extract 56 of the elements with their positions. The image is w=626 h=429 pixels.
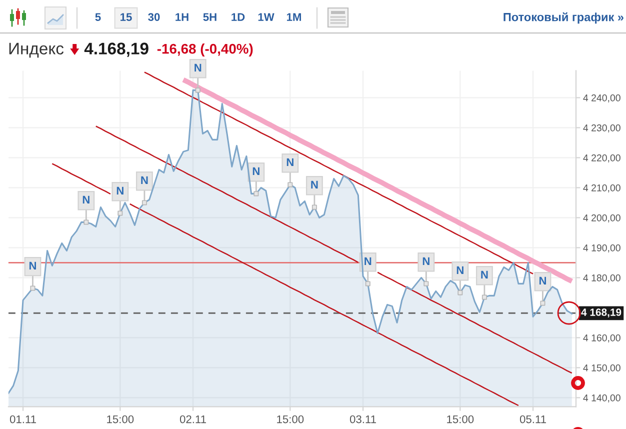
text: N: [286, 158, 294, 166]
point: [288, 182, 293, 188]
text: N: [194, 64, 202, 72]
point: [458, 290, 463, 296]
text: N: [141, 176, 148, 184]
text: N: [29, 262, 36, 270]
point: [424, 281, 429, 286]
y-tick-label: 4 150,00: [583, 364, 620, 372]
text: 5H: [203, 13, 216, 21]
x-tick-label: 05.11: [520, 415, 546, 424]
point: [142, 200, 147, 206]
text: N: [252, 167, 260, 176]
y-tick-label: 4 160,00: [583, 334, 620, 342]
text: Потоковый график »: [504, 12, 624, 24]
text: 15: [120, 13, 132, 21]
y-tick-label: 4 180,00: [583, 274, 620, 282]
text: 1W: [258, 13, 274, 21]
y-tick-label: 4 140,00: [583, 394, 620, 402]
text: N: [422, 257, 430, 266]
text: N: [116, 186, 124, 195]
y-tick-label: 4 220,00: [583, 154, 620, 162]
y-tick-label: 4 240,00: [583, 94, 620, 102]
ref-line-label: 4 168,19: [581, 308, 622, 318]
point: [540, 300, 546, 306]
x-tick-label: 02.11: [180, 415, 206, 424]
x-tick-label: 15:00: [447, 415, 474, 424]
legend-label: N: [311, 180, 318, 189]
x-tick-label: 03.11: [350, 415, 376, 424]
y-tick-label: 4 230,00: [583, 124, 620, 132]
point: [84, 220, 89, 225]
text: 5: [95, 13, 101, 21]
point: [195, 88, 200, 93]
x-tick-label: 15:00: [107, 415, 134, 424]
text: -16,68 (-0,40%): [157, 44, 253, 56]
point: [365, 281, 370, 286]
x-tick-label: 01.11: [10, 415, 36, 424]
x-tick-label: 15:00: [277, 415, 304, 424]
y-tick-label: 4 210,00: [583, 184, 620, 192]
text: N: [481, 270, 488, 279]
y-tick-label: 4 190,00: [583, 244, 620, 252]
text: N: [539, 276, 546, 285]
text: 30: [148, 13, 160, 21]
text: 1M: [286, 13, 301, 21]
chart-title: Индекс: [9, 42, 64, 58]
text: 4.168,19: [84, 42, 148, 57]
point: [254, 191, 259, 196]
point: [30, 286, 36, 291]
text: N: [456, 266, 464, 274]
text: N: [364, 257, 372, 266]
text: 1H: [176, 13, 188, 21]
text: N: [82, 196, 90, 204]
point: [312, 204, 317, 210]
point: [118, 210, 123, 216]
point: [482, 294, 487, 300]
text: 1D: [232, 13, 245, 21]
y-tick-label: 4 200,00: [583, 214, 620, 222]
